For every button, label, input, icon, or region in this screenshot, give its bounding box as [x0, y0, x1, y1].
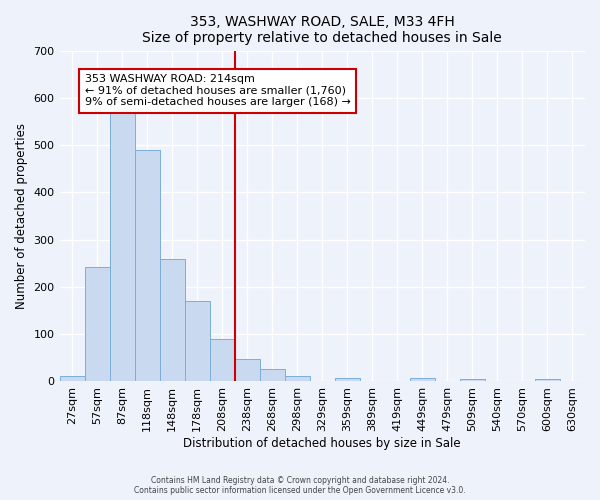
- Bar: [134, 150, 160, 382]
- Title: 353, WASHWAY ROAD, SALE, M33 4FH
Size of property relative to detached houses in: 353, WASHWAY ROAD, SALE, M33 4FH Size of…: [142, 15, 502, 45]
- Bar: [460, 379, 485, 382]
- X-axis label: Distribution of detached houses by size in Sale: Distribution of detached houses by size …: [184, 437, 461, 450]
- Bar: [85, 266, 110, 382]
- Text: Contains HM Land Registry data © Crown copyright and database right 2024.
Contai: Contains HM Land Registry data © Crown c…: [134, 476, 466, 495]
- Bar: [335, 378, 360, 382]
- Bar: [185, 301, 209, 382]
- Bar: [59, 376, 85, 382]
- Bar: [160, 260, 185, 382]
- Bar: [209, 339, 235, 382]
- Bar: [235, 359, 260, 382]
- Bar: [260, 368, 285, 382]
- Bar: [410, 378, 435, 382]
- Bar: [285, 376, 310, 382]
- Bar: [110, 111, 134, 382]
- Bar: [535, 379, 560, 382]
- Y-axis label: Number of detached properties: Number of detached properties: [15, 123, 28, 309]
- Text: 353 WASHWAY ROAD: 214sqm
← 91% of detached houses are smaller (1,760)
9% of semi: 353 WASHWAY ROAD: 214sqm ← 91% of detach…: [85, 74, 350, 108]
